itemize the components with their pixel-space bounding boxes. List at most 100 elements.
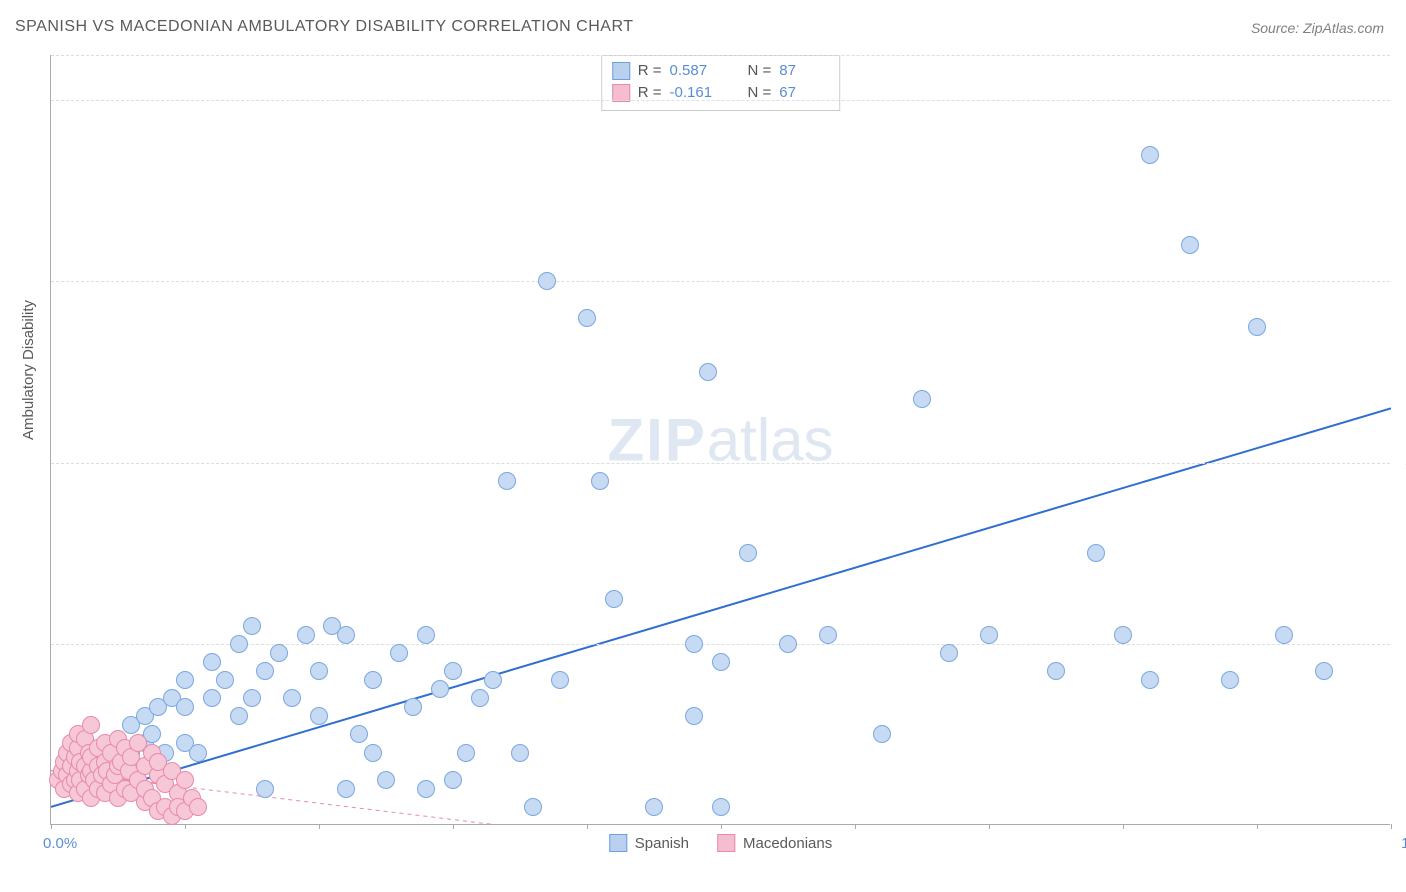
data-point <box>645 798 663 816</box>
data-point <box>444 771 462 789</box>
x-tick <box>721 824 722 829</box>
data-point <box>1141 146 1159 164</box>
data-point <box>176 771 194 789</box>
data-point <box>1221 671 1239 689</box>
legend-swatch-spanish <box>609 834 627 852</box>
data-point <box>82 716 100 734</box>
x-min-label: 0.0% <box>43 835 77 852</box>
legend-item-spanish: Spanish <box>609 834 689 852</box>
data-point <box>605 590 623 608</box>
data-point <box>189 744 207 762</box>
data-point <box>1114 626 1132 644</box>
data-point <box>417 626 435 644</box>
plot-area: ZIPatlas R = 0.587 N = 87 R = -0.161 N =… <box>50 55 1390 825</box>
data-point <box>578 309 596 327</box>
swatch-spanish <box>612 62 630 80</box>
data-point <box>699 363 717 381</box>
data-point <box>712 798 730 816</box>
x-tick <box>51 824 52 829</box>
gridline <box>51 463 1390 464</box>
y-tick-label: 20.0% <box>1398 635 1406 652</box>
data-point <box>913 390 931 408</box>
data-point <box>203 653 221 671</box>
data-point <box>404 698 422 716</box>
x-tick <box>1123 824 1124 829</box>
data-point <box>230 707 248 725</box>
data-point <box>256 780 274 798</box>
data-point <box>980 626 998 644</box>
x-tick <box>1257 824 1258 829</box>
data-point <box>819 626 837 644</box>
x-tick <box>185 824 186 829</box>
data-point <box>230 635 248 653</box>
data-point <box>364 744 382 762</box>
data-point <box>350 725 368 743</box>
data-point <box>310 662 328 680</box>
legend-swatch-macedonians <box>717 834 735 852</box>
data-point <box>1315 662 1333 680</box>
gridline <box>51 644 1390 645</box>
data-point <box>337 780 355 798</box>
data-point <box>457 744 475 762</box>
data-point <box>940 644 958 662</box>
x-tick <box>587 824 588 829</box>
data-point <box>511 744 529 762</box>
data-point <box>310 707 328 725</box>
y-axis-title: Ambulatory Disability <box>20 300 37 440</box>
y-tick-label: 80.0% <box>1398 92 1406 109</box>
data-point <box>189 798 207 816</box>
data-point <box>1141 671 1159 689</box>
data-point <box>176 698 194 716</box>
data-point <box>685 707 703 725</box>
data-point <box>270 644 288 662</box>
data-point <box>337 626 355 644</box>
r-value-0: 0.587 <box>670 60 720 82</box>
y-tick-label: 60.0% <box>1398 273 1406 290</box>
data-point <box>216 671 234 689</box>
data-point <box>243 617 261 635</box>
data-point <box>243 689 261 707</box>
data-point <box>685 635 703 653</box>
data-point <box>377 771 395 789</box>
data-point <box>417 780 435 798</box>
data-point <box>390 644 408 662</box>
n-label-0: N = <box>748 60 772 82</box>
x-tick <box>855 824 856 829</box>
data-point <box>471 689 489 707</box>
data-point <box>1047 662 1065 680</box>
data-point <box>1087 544 1105 562</box>
trend-lines <box>51 55 1391 825</box>
n-value-0: 87 <box>779 60 829 82</box>
data-point <box>498 472 516 490</box>
data-point <box>739 544 757 562</box>
data-point <box>431 680 449 698</box>
data-point <box>484 671 502 689</box>
data-point <box>203 689 221 707</box>
data-point <box>591 472 609 490</box>
data-point <box>538 272 556 290</box>
legend-item-macedonians: Macedonians <box>717 834 832 852</box>
legend-label-spanish: Spanish <box>635 835 689 852</box>
stats-row-spanish: R = 0.587 N = 87 <box>612 60 830 82</box>
data-point <box>364 671 382 689</box>
x-tick <box>453 824 454 829</box>
chart-title: SPANISH VS MACEDONIAN AMBULATORY DISABIL… <box>15 18 634 36</box>
data-point <box>256 662 274 680</box>
data-point <box>1275 626 1293 644</box>
data-point <box>551 671 569 689</box>
data-point <box>1248 318 1266 336</box>
data-point <box>524 798 542 816</box>
stats-box: R = 0.587 N = 87 R = -0.161 N = 67 <box>601 55 841 111</box>
x-tick <box>989 824 990 829</box>
x-tick <box>319 824 320 829</box>
y-tick-label: 40.0% <box>1398 454 1406 471</box>
gridline <box>51 281 1390 282</box>
gridline <box>51 100 1390 101</box>
data-point <box>712 653 730 671</box>
legend-label-macedonians: Macedonians <box>743 835 832 852</box>
chart-container: SPANISH VS MACEDONIAN AMBULATORY DISABIL… <box>0 0 1406 892</box>
data-point <box>779 635 797 653</box>
data-point <box>297 626 315 644</box>
data-point <box>873 725 891 743</box>
x-tick <box>1391 824 1392 829</box>
